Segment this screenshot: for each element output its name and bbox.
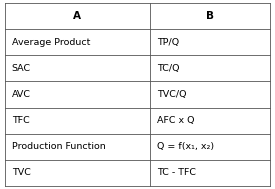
Text: B: B — [206, 11, 214, 21]
Text: TVC/Q: TVC/Q — [157, 90, 186, 99]
Text: A: A — [73, 11, 81, 21]
Text: Average Product: Average Product — [12, 38, 90, 47]
Text: TC - TFC: TC - TFC — [157, 168, 196, 177]
Text: TFC: TFC — [12, 116, 30, 125]
Text: Q = f(x₁, x₂): Q = f(x₁, x₂) — [157, 142, 214, 151]
Text: TC/Q: TC/Q — [157, 64, 179, 73]
Text: TP/Q: TP/Q — [157, 38, 179, 47]
Text: SAC: SAC — [12, 64, 31, 73]
Text: TVC: TVC — [12, 168, 31, 177]
Text: Production Function: Production Function — [12, 142, 106, 151]
Text: AVC: AVC — [12, 90, 31, 99]
Text: AFC x Q: AFC x Q — [157, 116, 194, 125]
